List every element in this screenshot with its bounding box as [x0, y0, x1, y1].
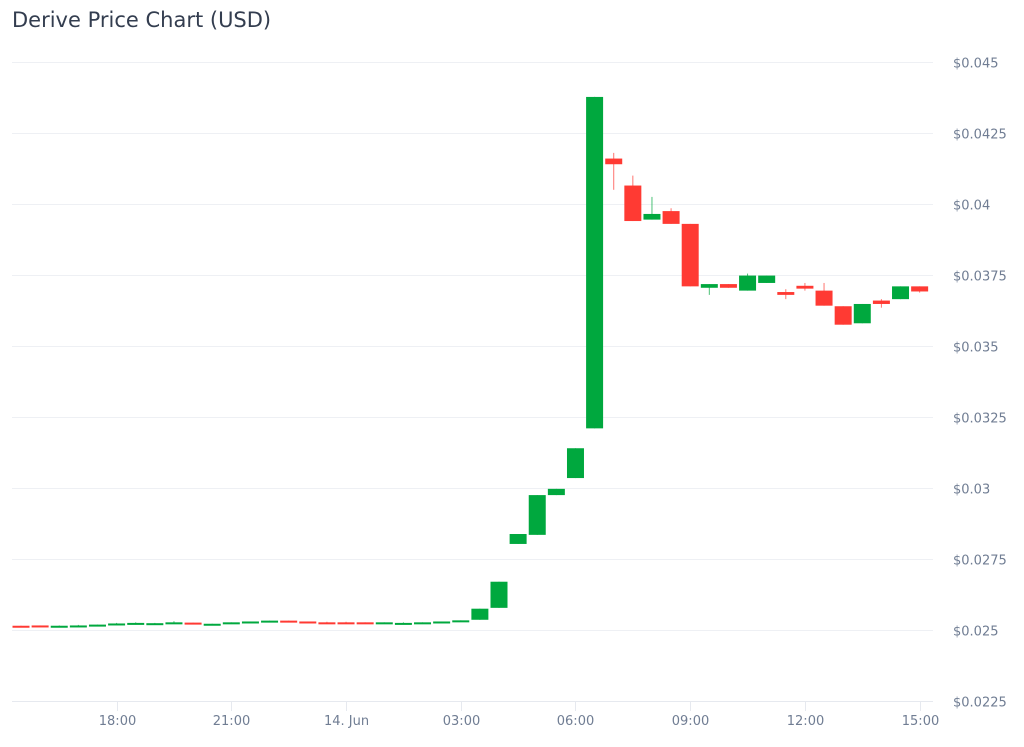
- candle-down[interactable]: [911, 286, 929, 293]
- x-tick-label: 15:00: [902, 714, 939, 729]
- candle-down[interactable]: [796, 282, 814, 291]
- candle-up[interactable]: [471, 608, 489, 620]
- x-tick-label: 06:00: [557, 714, 594, 729]
- candle-up[interactable]: [108, 622, 126, 626]
- x-tick-label: 14. Jun: [324, 714, 369, 729]
- y-tick-label: $0.0225: [953, 696, 1007, 711]
- candle-down[interactable]: [299, 621, 317, 624]
- candle-down[interactable]: [815, 282, 833, 306]
- candle-up[interactable]: [566, 448, 584, 479]
- candle-up[interactable]: [758, 275, 776, 283]
- chart-title: Derive Price Chart (USD): [12, 8, 272, 32]
- candle-up[interactable]: [892, 286, 910, 300]
- candle-down[interactable]: [356, 622, 374, 625]
- candle-up[interactable]: [643, 196, 661, 220]
- candle-up[interactable]: [490, 581, 508, 608]
- candle-up[interactable]: [452, 620, 470, 623]
- candle-down[interactable]: [31, 625, 49, 628]
- x-tick-label: 18:00: [99, 714, 136, 729]
- y-axis-labels: $0.045 $0.0425 $0.04 $0.0375 $0.035 $0.0325 $0…: [953, 57, 1007, 711]
- candle-up[interactable]: [700, 284, 718, 295]
- candle-up[interactable]: [88, 624, 106, 627]
- candle-down[interactable]: [12, 625, 30, 628]
- y-tick-label: $0.0275: [953, 554, 1007, 569]
- candle-up[interactable]: [69, 624, 87, 628]
- y-tick-label: $0.045: [953, 57, 999, 72]
- x-tick-label: 21:00: [213, 714, 250, 729]
- candle-down[interactable]: [681, 223, 699, 287]
- candle-up[interactable]: [739, 273, 757, 291]
- candle-up[interactable]: [586, 96, 604, 429]
- x-axis: 18:00 21:00 14. Jun 03:00 06:00 09:00 12:00 15:…: [99, 701, 939, 729]
- x-tick-label: 03:00: [443, 714, 480, 729]
- candle-up[interactable]: [375, 622, 393, 625]
- candle-down[interactable]: [777, 289, 795, 300]
- candle-up[interactable]: [165, 621, 183, 625]
- candle-up[interactable]: [414, 622, 432, 625]
- candle-up[interactable]: [394, 622, 412, 625]
- y-tick-label: $0.0325: [953, 412, 1007, 427]
- candle-up[interactable]: [433, 621, 451, 624]
- y-tick-label: $0.035: [953, 341, 999, 356]
- candle-down[interactable]: [605, 152, 623, 190]
- y-tick-label: $0.04: [953, 199, 990, 214]
- candle-up[interactable]: [127, 622, 145, 625]
- y-tick-label: $0.025: [953, 625, 999, 640]
- candle-up[interactable]: [241, 621, 259, 624]
- candle-down[interactable]: [337, 621, 355, 625]
- candle-down[interactable]: [280, 620, 298, 623]
- candle-up[interactable]: [853, 303, 871, 324]
- y-tick-label: $0.0375: [953, 270, 1007, 285]
- candle-down[interactable]: [184, 622, 202, 625]
- candle-down[interactable]: [318, 621, 336, 625]
- y-tick-label: $0.0425: [953, 128, 1007, 143]
- candle-up[interactable]: [146, 622, 164, 626]
- candle-down[interactable]: [662, 208, 680, 224]
- candles: [12, 96, 929, 628]
- x-tick-label: 12:00: [787, 714, 824, 729]
- candle-up[interactable]: [50, 625, 68, 628]
- candle-down[interactable]: [624, 175, 642, 222]
- y-tick-label: $0.03: [953, 483, 990, 498]
- candle-up[interactable]: [528, 495, 546, 535]
- candle-up[interactable]: [261, 620, 279, 623]
- candle-up[interactable]: [509, 534, 527, 544]
- candle-down[interactable]: [834, 306, 852, 325]
- candle-up[interactable]: [547, 488, 565, 496]
- candle-down[interactable]: [719, 284, 737, 288]
- grid-lines: [12, 62, 933, 702]
- x-tick-label: 09:00: [672, 714, 709, 729]
- candle-up[interactable]: [222, 622, 240, 625]
- candle-down[interactable]: [872, 299, 890, 308]
- candle-up[interactable]: [203, 623, 221, 626]
